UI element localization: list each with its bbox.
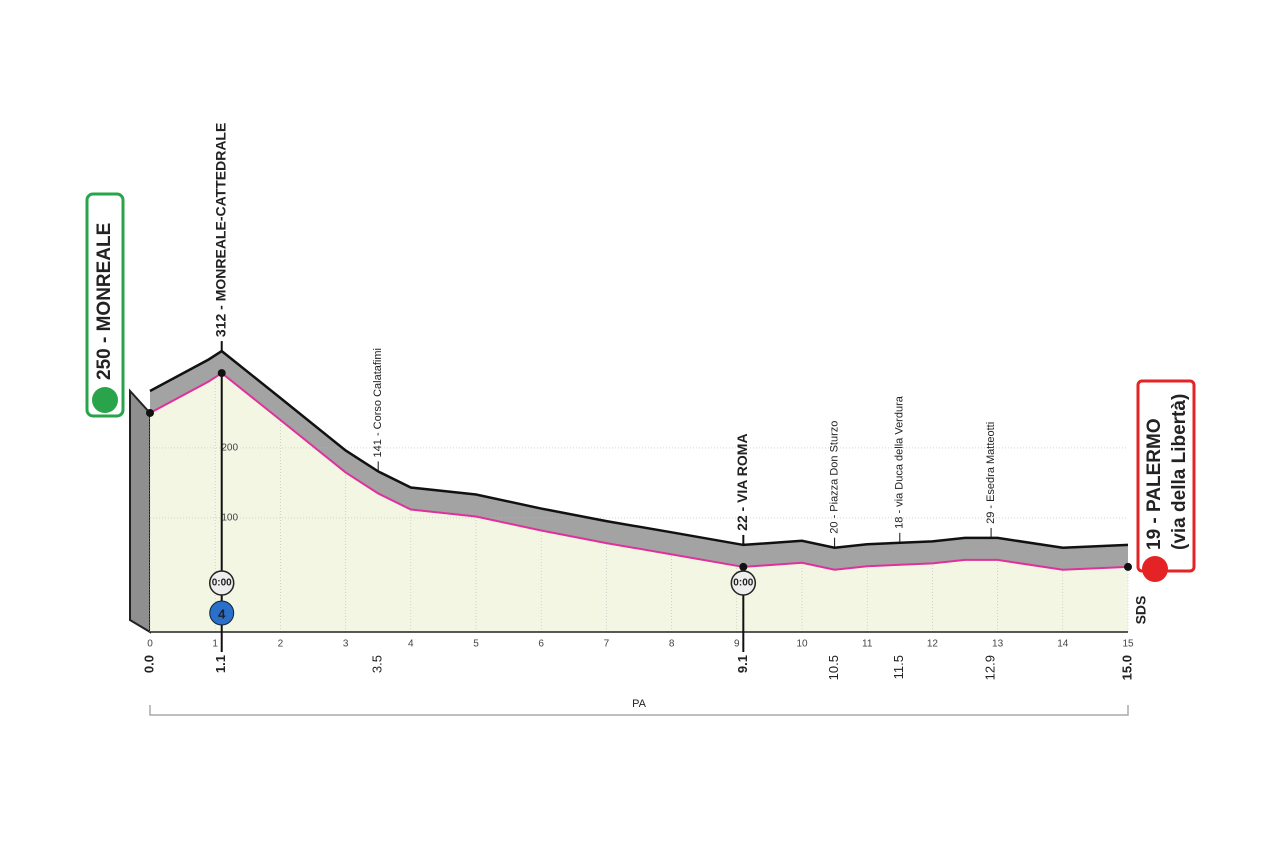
annotation-label: 22 - VIA ROMA bbox=[734, 433, 750, 531]
x-tick-label: 2 bbox=[278, 639, 284, 650]
km-label: 3.5 bbox=[370, 655, 385, 673]
start-wall bbox=[129, 388, 151, 634]
profile-line bbox=[149, 371, 1129, 571]
x-tick-label: 1 bbox=[212, 639, 218, 650]
start-box bbox=[85, 192, 125, 418]
x-tick-label: 8 bbox=[669, 639, 675, 650]
profile-top bbox=[149, 349, 1129, 549]
x-tick-label: 11 bbox=[862, 639, 873, 650]
finish-dot bbox=[1124, 562, 1132, 571]
x-tick-label: 0 bbox=[147, 639, 153, 650]
x-tick-label: 14 bbox=[1057, 639, 1069, 650]
start-icon bbox=[92, 387, 118, 413]
km-label: 1.1 bbox=[213, 655, 228, 673]
km-label: 15.0 bbox=[1119, 655, 1134, 680]
x-tick-label: 7 bbox=[604, 639, 610, 650]
x-tick-label: 4 bbox=[408, 639, 414, 650]
profile-area bbox=[150, 373, 1128, 632]
x-tick-label: 10 bbox=[796, 639, 808, 650]
start-dot bbox=[146, 408, 154, 417]
annotation-label: 18 - via Duca della Verdura bbox=[894, 395, 906, 529]
area-label: PA bbox=[632, 698, 647, 710]
x-tick-label: 3 bbox=[343, 639, 349, 650]
climb-label: 4 bbox=[218, 606, 226, 621]
x-tick-label: 9 bbox=[734, 639, 740, 650]
y-tick-label: 100 bbox=[221, 513, 238, 524]
timing-label: 0:00 bbox=[212, 578, 232, 589]
climb-badge bbox=[209, 600, 235, 626]
x-tick-label: 15 bbox=[1122, 639, 1134, 650]
annotation-label: 29 - Esedra Matteotti bbox=[985, 422, 997, 524]
y-tick-label: 200 bbox=[221, 443, 238, 454]
km-label: 0.0 bbox=[141, 655, 156, 673]
finish-label: 19 - PALERMO bbox=[1144, 418, 1165, 550]
timing-label: 0:00 bbox=[733, 578, 753, 589]
km-label: 10.5 bbox=[826, 655, 841, 680]
km-label: 9.1 bbox=[735, 655, 750, 673]
annotation-label: 20 - Piazza Don Sturzo bbox=[829, 421, 841, 534]
x-tick-label: 5 bbox=[473, 639, 479, 650]
annotation-dot bbox=[739, 562, 748, 571]
km-label: 12.9 bbox=[983, 655, 998, 680]
area-bracket bbox=[149, 705, 1129, 716]
logo: SDS bbox=[1133, 596, 1149, 625]
x-tick-label: 12 bbox=[927, 639, 939, 650]
km-label: 11.5 bbox=[891, 655, 906, 679]
x-tick-label: 13 bbox=[992, 639, 1004, 650]
annotation-dot bbox=[217, 369, 226, 378]
finish-sublabel: (via della Libertà) bbox=[1169, 394, 1190, 550]
timing-badge bbox=[208, 570, 235, 596]
annotation-label: 312 - MONREALE-CATTEDRALE bbox=[212, 123, 228, 337]
finish-icon bbox=[1142, 556, 1168, 582]
annotation-label: 141 - Corso Calatafimi bbox=[372, 348, 384, 457]
timing-badge bbox=[730, 570, 757, 596]
x-tick-label: 6 bbox=[538, 639, 544, 650]
start-label: 250 - MONREALE bbox=[94, 223, 115, 380]
